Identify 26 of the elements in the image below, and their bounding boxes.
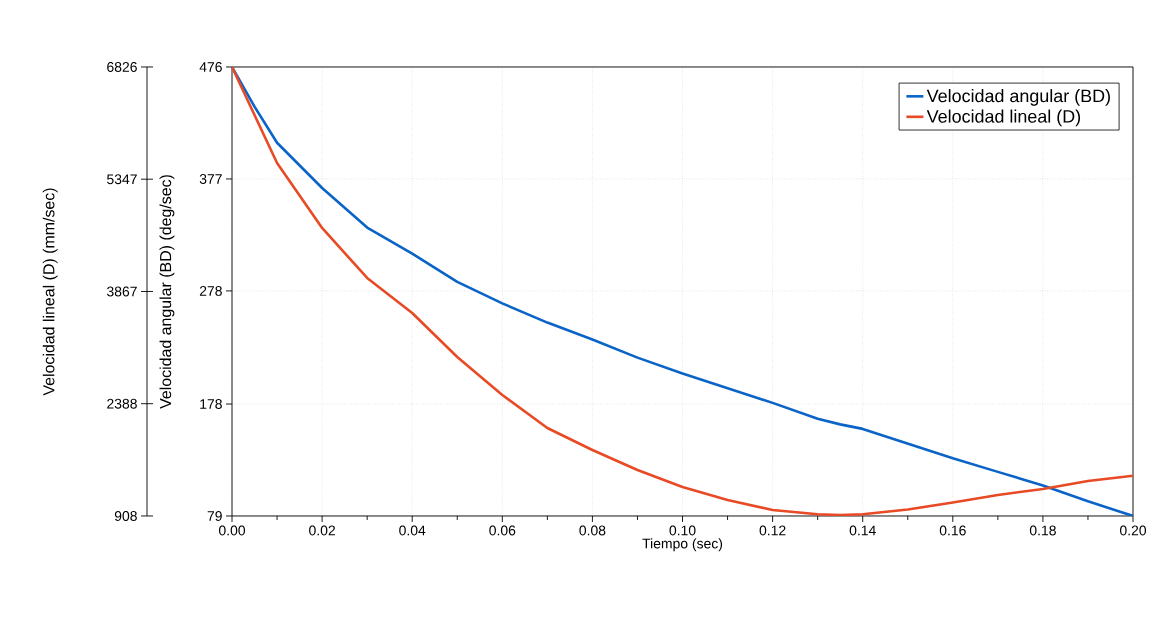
x-tick-label: 0.12 xyxy=(759,525,786,536)
x-axis-title: Tiempo (sec) xyxy=(642,538,723,552)
y2-tick-label: 278 xyxy=(199,285,222,296)
x-tick-label: 0.00 xyxy=(218,525,246,536)
y2-axis-title: Velocidad angular (BD) (deg/sec) xyxy=(159,175,175,409)
y-tick-label: 6826 xyxy=(107,62,137,72)
y-tick-label: 5347 xyxy=(107,174,137,185)
y-tick-label: 908 xyxy=(114,511,137,521)
legend-label: Velocidad angular (BD) xyxy=(926,89,1110,106)
y-axis-title: Velocidad lineal (D) (mm/sec) xyxy=(42,188,58,396)
x-tick-label: 0.18 xyxy=(1029,525,1056,536)
x-tick-label: 0.14 xyxy=(849,525,876,536)
x-tick-label: 0.10 xyxy=(669,525,696,536)
x-tick-label: 0.20 xyxy=(1119,525,1147,536)
y2-tick-label: 178 xyxy=(200,399,222,409)
y2-tick-label: 377 xyxy=(199,174,222,184)
y2-tick-label: 476 xyxy=(199,62,222,72)
x-tick-label: 0.06 xyxy=(489,525,516,536)
x-tick-label: 0.02 xyxy=(309,525,335,536)
y2-tick-label: 79 xyxy=(207,511,222,521)
y-tick-label: 3867 xyxy=(106,286,137,297)
y-tick-label: 2388 xyxy=(107,398,137,409)
x-tick-label: 0.08 xyxy=(579,525,606,536)
x-tick-label: 0.16 xyxy=(939,525,966,536)
legend-label: Velocidad lineal (D) xyxy=(926,109,1081,127)
x-tick-label: 0.04 xyxy=(399,525,426,536)
